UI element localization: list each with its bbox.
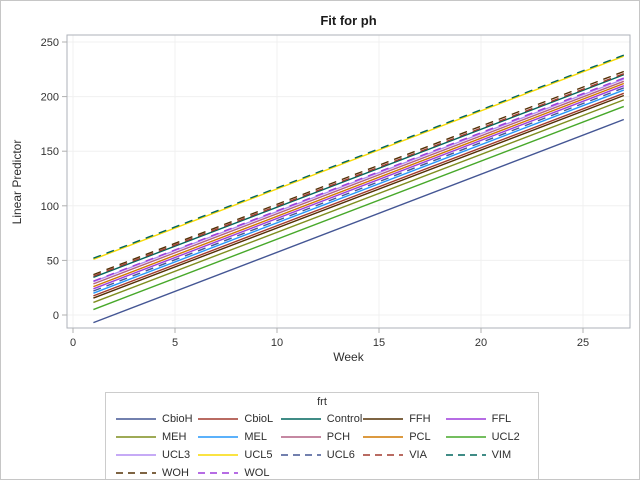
legend-swatch-VIA bbox=[363, 453, 404, 456]
y-tick-label: 50 bbox=[47, 255, 59, 267]
y-tick-label: 0 bbox=[53, 310, 59, 322]
legend-entry-VIM: VIM bbox=[445, 446, 528, 463]
legend-entry-UCL2: UCL2 bbox=[445, 428, 528, 445]
y-axis-label: Linear Predictor bbox=[10, 139, 24, 225]
legend-label: UCL5 bbox=[244, 448, 273, 461]
series-line-CbioL bbox=[93, 92, 625, 297]
legend-label: VIM bbox=[491, 448, 512, 461]
x-tick-label: 10 bbox=[271, 337, 283, 349]
x-tick-label: 15 bbox=[373, 337, 385, 349]
x-tick-label: 5 bbox=[172, 337, 178, 349]
legend-entry-FFH: FFH bbox=[363, 410, 445, 427]
x-tick-label: 0 bbox=[70, 337, 76, 349]
legend-entry-CbioH: CbioH bbox=[116, 410, 198, 427]
legend-entry-WOL: WOL bbox=[198, 464, 280, 479]
legend-swatch-WOH bbox=[116, 471, 156, 474]
legend-swatch-UCL3 bbox=[116, 453, 156, 456]
legend-swatch-Control bbox=[280, 417, 321, 420]
series-line-UCL6 bbox=[93, 87, 625, 292]
legend-label: MEL bbox=[244, 430, 268, 443]
legend-label: CbioH bbox=[162, 412, 193, 425]
legend-label: MEH bbox=[162, 430, 187, 443]
x-tick-label: 20 bbox=[475, 337, 487, 349]
line-chart: 0 50 100 150 200 250 0 5 10 15 20 25 bbox=[41, 34, 631, 349]
legend-entry-FFL: FFL bbox=[445, 410, 528, 427]
y-tick-label: 200 bbox=[41, 92, 59, 104]
x-tick-label: 25 bbox=[577, 337, 589, 349]
legend-entry-MEL: MEL bbox=[198, 428, 280, 445]
legend-entry-UCL5: UCL5 bbox=[198, 446, 280, 463]
legend-swatch-CbioL bbox=[198, 417, 239, 420]
chart-title: Fit for ph bbox=[320, 13, 377, 28]
series-line-UCL3 bbox=[93, 78, 625, 283]
series-line-MEL bbox=[93, 89, 625, 294]
legend-entry-PCL: PCL bbox=[363, 428, 445, 445]
legend-grid: CbioH CbioL Control FFH FFL MEH MEL PCH PCL UCL2 U… bbox=[106, 409, 538, 479]
series-line-WOH bbox=[93, 70, 625, 276]
legend-label: FFH bbox=[409, 412, 431, 425]
x-axis-label: Week bbox=[333, 350, 364, 364]
legend-entry-MEH: MEH bbox=[116, 428, 198, 445]
series-line-VIA bbox=[93, 73, 625, 277]
legend-swatch-WOL bbox=[198, 471, 239, 474]
series-line-MEH bbox=[93, 99, 625, 304]
series-line-FFH bbox=[93, 94, 625, 299]
legend-swatch-PCL bbox=[363, 435, 404, 438]
series-line-CbioH bbox=[93, 118, 625, 324]
legend-swatch-FFH bbox=[363, 417, 404, 420]
legend-entry-UCL3: UCL3 bbox=[116, 446, 198, 463]
legend-label: WOH bbox=[162, 466, 189, 479]
y-tick-label: 100 bbox=[41, 201, 59, 213]
legend-entry-Control: Control bbox=[280, 410, 363, 427]
series-line-UCL2 bbox=[93, 105, 625, 311]
legend-entry-PCH: PCH bbox=[280, 428, 363, 445]
legend-label: FFL bbox=[491, 412, 512, 425]
legend-swatch-MEH bbox=[116, 435, 156, 438]
legend-label: WOL bbox=[244, 466, 270, 479]
series-line-Control bbox=[93, 74, 625, 278]
y-tick-label: 250 bbox=[41, 37, 59, 49]
legend-swatch-UCL2 bbox=[445, 435, 486, 438]
y-tick-label: 150 bbox=[41, 146, 59, 158]
legend-swatch-FFL bbox=[445, 417, 486, 420]
legend-entry-UCL6: UCL6 bbox=[280, 446, 363, 463]
legend-swatch-PCH bbox=[280, 435, 321, 438]
legend-swatch-VIM bbox=[445, 453, 486, 456]
legend-entry-VIA: VIA bbox=[363, 446, 445, 463]
series-line-WOL bbox=[93, 77, 625, 282]
series-line-FFL bbox=[93, 85, 625, 290]
legend-label: UCL3 bbox=[162, 448, 191, 461]
legend-label: PCL bbox=[409, 430, 431, 443]
legend-swatch-UCL6 bbox=[280, 453, 321, 456]
legend-label: CbioL bbox=[244, 412, 274, 425]
legend-label: UCL2 bbox=[491, 430, 520, 443]
series-line-PCL bbox=[93, 82, 625, 288]
series-line-VIM bbox=[93, 54, 625, 259]
plot-area-border bbox=[66, 34, 631, 329]
legend-label: VIA bbox=[409, 448, 427, 461]
series-line-PCH bbox=[93, 80, 625, 285]
legend-label: PCH bbox=[326, 430, 351, 443]
legend-label: Control bbox=[326, 412, 363, 425]
legend-swatch-MEL bbox=[198, 435, 239, 438]
legend-label: UCL6 bbox=[326, 448, 355, 461]
legend-swatch-UCL5 bbox=[198, 453, 239, 456]
legend-entry-CbioL: CbioL bbox=[198, 410, 280, 427]
legend: frt CbioH CbioL Control FFH FFL MEH MEL PCH PCL U… bbox=[105, 392, 539, 479]
series-line-UCL5 bbox=[93, 55, 625, 260]
legend-entry-WOH: WOH bbox=[116, 464, 198, 479]
legend-swatch-CbioH bbox=[116, 417, 156, 420]
legend-title: frt bbox=[317, 396, 327, 408]
